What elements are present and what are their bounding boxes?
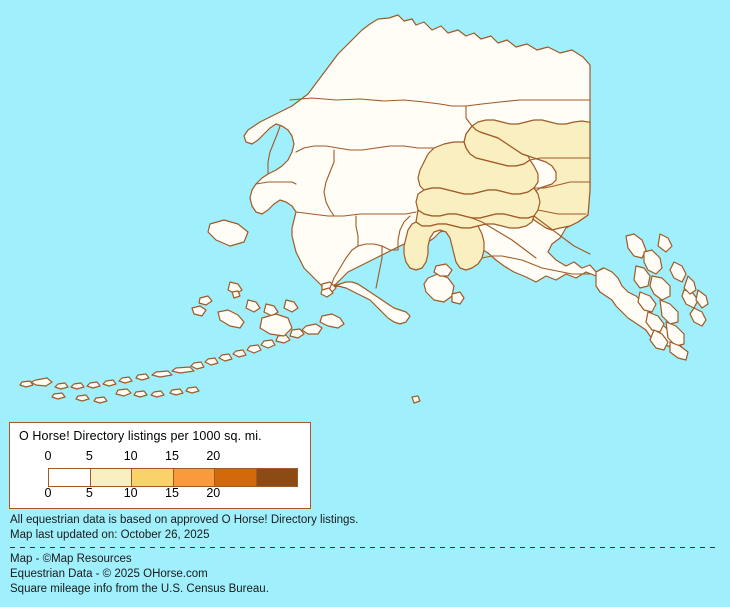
kodiak-island-group: [423, 263, 465, 305]
legend-color-scale: [48, 468, 298, 487]
legend-ticks-top: 0 5 10 15 20: [44, 449, 296, 464]
legend-tick-bottom-3: 15: [165, 486, 213, 501]
region-kenai-peninsula-highlight[interactable]: [403, 221, 485, 271]
aleutian-islands-chain: [19, 281, 345, 404]
footnote-mileage-credit: Square mileage info from the U.S. Census…: [10, 583, 269, 595]
legend-tick-bottom-0: 0: [44, 486, 89, 501]
footnote-divider: [10, 547, 720, 548]
legend-tick-top-0: 0: [44, 449, 89, 464]
legend-swatch-bin-2[interactable]: [132, 469, 174, 486]
legend-tick-label: 10: [123, 486, 138, 500]
legend-swatch-bin-4[interactable]: [215, 469, 257, 486]
island-st-lawrence: [207, 219, 249, 247]
island-mid-ocean-dot: [320, 287, 334, 298]
legend-tick-label: 20: [206, 486, 221, 500]
island-small-dot-a: [411, 395, 421, 404]
footnote-map-credit: Map - ©Map Resources: [10, 553, 132, 565]
legend-tick-top-spacer: [255, 449, 296, 464]
footnotes: All equestrian data is based on approved…: [10, 513, 720, 597]
legend-swatch-bin-3[interactable]: [173, 469, 215, 486]
legend-tick-bottom-4: 20: [206, 486, 254, 501]
legend-swatch-bin-1[interactable]: [90, 469, 132, 486]
borough-boundaries: [255, 97, 593, 289]
region-alaska-peninsula[interactable]: [329, 281, 411, 325]
legend-tick-label: 0: [44, 486, 52, 500]
footnote-data-basis: All equestrian data is based on approved…: [10, 514, 359, 526]
island-pribilof-st-paul: [191, 305, 207, 317]
legend-tick-label: 15: [165, 449, 179, 463]
legend-tick-top-4: 20: [206, 449, 254, 464]
legend-tick-label: 0: [44, 449, 52, 463]
legend-tick-label: 10: [123, 449, 138, 463]
footnote-last-updated: Map last updated on: October 26, 2025: [10, 529, 210, 541]
footnote-data-credit: Equestrian Data - © 2025 OHorse.com: [10, 568, 208, 580]
legend-tick-top-1: 5: [85, 449, 130, 464]
legend-ticks-bottom: 0 5 10 15 20: [44, 486, 296, 501]
land-layer: [19, 14, 709, 404]
legend-swatch-bin-5[interactable]: [256, 469, 297, 486]
island-nunivak: [259, 313, 293, 337]
legend-title: O Horse! Directory listings per 1000 sq.…: [19, 429, 262, 443]
legend-tick-label: 15: [165, 486, 179, 500]
legend-tick-bottom-1: 5: [85, 486, 130, 501]
legend-tick-top-3: 15: [165, 449, 213, 464]
western-islands: [191, 219, 421, 404]
legend-tick-bottom-spacer: [255, 486, 296, 501]
legend-tick-label: 5: [85, 486, 93, 500]
legend-tick-top-2: 10: [124, 449, 172, 464]
legend-tick-label: 20: [206, 449, 221, 463]
panhandle-islands: [625, 233, 709, 361]
island-small-west: [198, 295, 213, 306]
legend-swatch-bin-0[interactable]: [49, 469, 91, 486]
legend-tick-bottom-2: 10: [124, 486, 172, 501]
legend-tick-label: 5: [85, 449, 93, 463]
legend-panel: O Horse! Directory listings per 1000 sq.…: [9, 422, 311, 509]
island-small-dot-b: [231, 290, 241, 299]
